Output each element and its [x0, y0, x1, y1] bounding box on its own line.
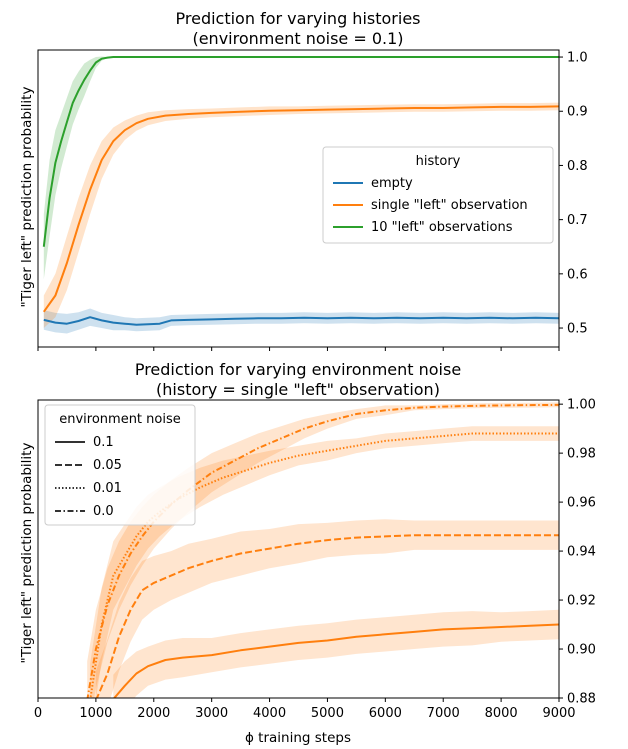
y-tick-label: 0.98 — [567, 447, 596, 462]
bottom-x-ticks: 0 1000 2000 3000 4000 5000 6000 7000 8000 9000 — [34, 698, 576, 721]
y-tick-label: 0.5 — [567, 322, 588, 337]
y-tick-label: 0.94 — [567, 545, 596, 560]
y-tick-label: 0.90 — [567, 643, 596, 658]
legend-label: single "left" observation — [371, 198, 528, 213]
legend-label: 0.05 — [93, 458, 122, 473]
y-tick-label: 0.8 — [567, 159, 588, 174]
series-line-0 — [113, 623, 559, 698]
x-tick-label: 2000 — [137, 706, 170, 721]
series-line-1 — [95, 534, 559, 698]
y-tick-label: 0.92 — [567, 594, 596, 609]
legend-label: 0.1 — [93, 435, 114, 450]
legend-frame — [322, 146, 554, 244]
bottom-lines — [86, 403, 559, 698]
top-panel: Prediction for varying histories (enviro… — [19, 9, 588, 351]
band-3 — [87, 402, 559, 698]
legend-label: 0.01 — [93, 481, 122, 496]
legend-title: environment noise — [59, 412, 181, 427]
y-tick-label: 0.7 — [567, 213, 588, 228]
bottom-xlabel: ϕ training steps — [245, 730, 351, 746]
series-line-2 — [42, 56, 559, 247]
series-line-2 — [89, 432, 559, 698]
legend-title: history — [416, 154, 461, 169]
top-title-line2: (environment noise = 0.1) — [192, 29, 403, 48]
series-line-3 — [86, 403, 559, 698]
x-tick-label: 0 — [34, 706, 42, 721]
bottom-axes-frame — [37, 399, 560, 699]
y-tick-label: 0.88 — [567, 692, 596, 707]
bottom-panel: Prediction for varying environment noise… — [19, 360, 596, 746]
band-2 — [90, 426, 559, 698]
top-title-line1: Prediction for varying histories — [176, 9, 421, 28]
series-line-1 — [42, 105, 560, 313]
y-tick-label: 0.96 — [567, 496, 596, 511]
band-0 — [113, 609, 559, 698]
legend-label: empty — [371, 176, 413, 191]
x-tick-label: 3000 — [195, 706, 228, 721]
bottom-y-ticks: 0.88 0.90 0.92 0.94 0.96 0.98 1.00 — [559, 398, 596, 707]
legend-label: 10 "left" observations — [371, 220, 513, 235]
x-tick-label: 6000 — [369, 706, 402, 721]
series-line-0 — [43, 316, 560, 326]
top-axes-frame — [37, 49, 560, 348]
y-tick-label: 1.00 — [567, 398, 596, 413]
x-tick-label: 5000 — [311, 706, 344, 721]
y-tick-label: 0.6 — [567, 267, 588, 282]
x-tick-label: 4000 — [253, 706, 286, 721]
x-tick-label: 7000 — [427, 706, 460, 721]
bottom-bands — [87, 402, 559, 698]
x-tick-label: 1000 — [79, 706, 112, 721]
y-tick-label: 1.0 — [567, 51, 588, 66]
top-x-ticks — [37, 347, 560, 351]
bottom-ylabel: "Tiger left" prediction probability — [19, 443, 35, 664]
top-bands — [43, 56, 560, 334]
band-1 — [95, 519, 559, 698]
legend-frame — [44, 404, 196, 526]
x-tick-label: 9000 — [542, 706, 575, 721]
bottom-title-line1: Prediction for varying environment noise — [135, 360, 461, 379]
top-ylabel: "Tiger left" prediction probability — [19, 87, 35, 308]
top-y-ticks: 0.5 0.6 0.7 0.8 0.9 1.0 — [559, 51, 588, 337]
bottom-title-line2: (history = single "left" observation) — [156, 380, 440, 399]
bottom-legend: environment noise 0.1 0.05 0.01 0.0 — [44, 404, 196, 526]
y-tick-label: 0.9 — [567, 105, 588, 120]
band-0 — [43, 308, 560, 334]
x-tick-label: 8000 — [485, 706, 518, 721]
legend-label: 0.0 — [93, 504, 114, 519]
top-lines — [42, 56, 560, 326]
